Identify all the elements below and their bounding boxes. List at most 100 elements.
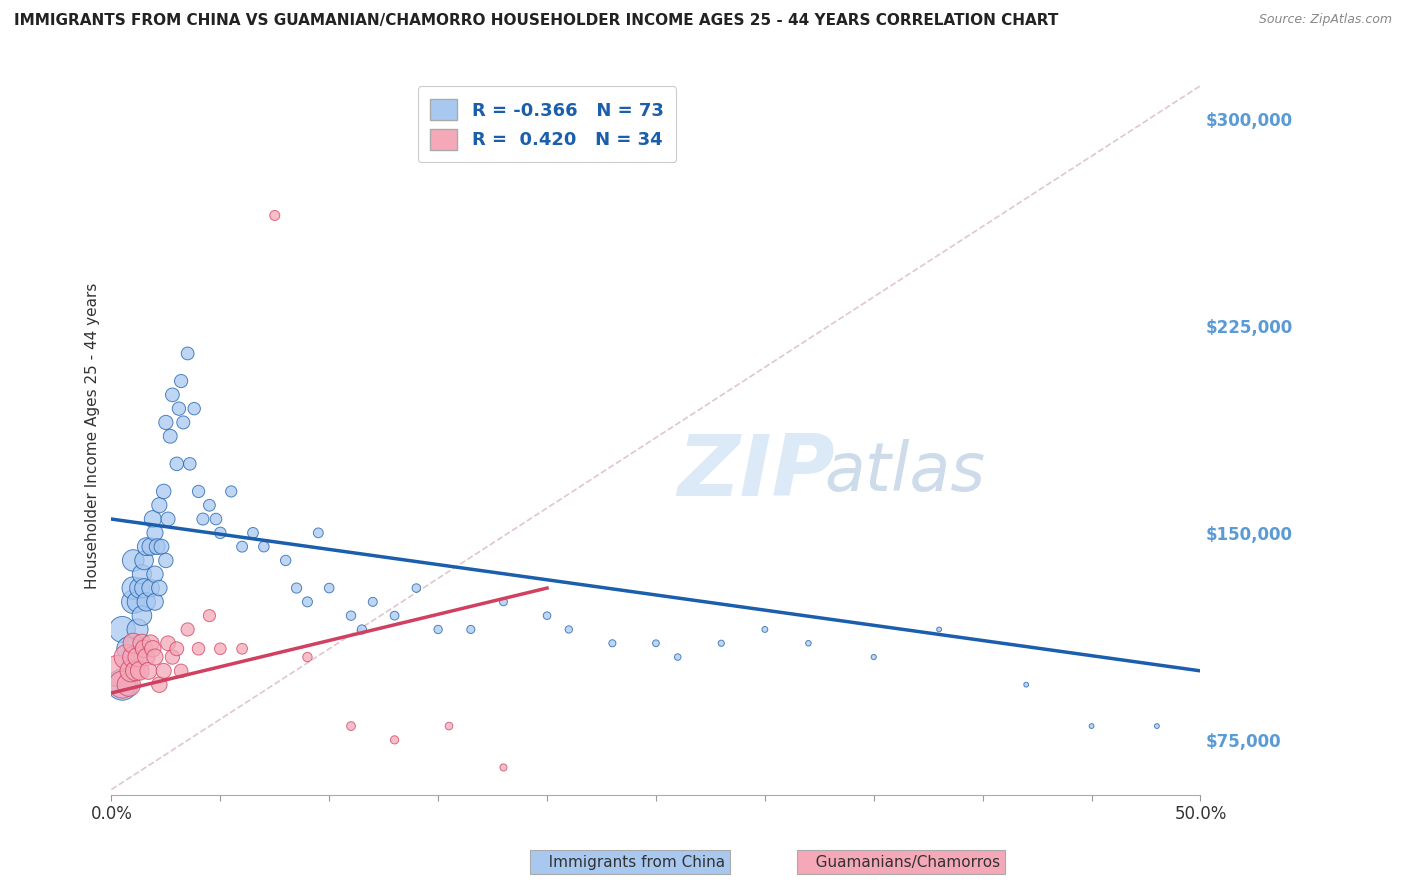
- Point: [1146, 719, 1168, 733]
- Point: [350, 623, 373, 637]
- Point: [146, 540, 169, 554]
- Y-axis label: Householder Income Ages 25 - 44 years: Householder Income Ages 25 - 44 years: [86, 283, 100, 590]
- Point: [285, 581, 308, 595]
- Point: [142, 641, 165, 656]
- Point: [128, 581, 150, 595]
- Point: [157, 512, 180, 526]
- Point: [183, 401, 205, 416]
- Point: [437, 719, 460, 733]
- Point: [127, 595, 149, 609]
- Point: [148, 498, 170, 512]
- Point: [645, 636, 668, 650]
- Text: atlas: atlas: [825, 439, 986, 505]
- Point: [143, 650, 166, 665]
- Point: [340, 608, 363, 623]
- Point: [209, 641, 232, 656]
- Point: [122, 636, 145, 650]
- Point: [1015, 678, 1038, 692]
- Point: [492, 595, 515, 609]
- Point: [111, 678, 134, 692]
- Point: [297, 595, 319, 609]
- Point: [118, 641, 141, 656]
- Point: [242, 525, 264, 540]
- Point: [131, 636, 153, 650]
- Point: [111, 678, 134, 692]
- Point: [135, 595, 157, 609]
- Point: [1080, 719, 1102, 733]
- Point: [172, 416, 194, 430]
- Point: [253, 540, 276, 554]
- Point: [198, 498, 221, 512]
- Point: [361, 595, 384, 609]
- Point: [179, 457, 201, 471]
- Point: [127, 650, 149, 665]
- Point: [191, 512, 214, 526]
- Point: [162, 388, 184, 402]
- Point: [132, 641, 155, 656]
- Point: [143, 567, 166, 582]
- Point: [205, 512, 228, 526]
- Point: [150, 540, 173, 554]
- Text: ZIP: ZIP: [678, 431, 835, 514]
- Text: Source: ZipAtlas.com: Source: ZipAtlas.com: [1258, 13, 1392, 27]
- Point: [139, 636, 162, 650]
- Point: [274, 553, 297, 567]
- Point: [198, 608, 221, 623]
- Point: [115, 650, 138, 665]
- Point: [143, 525, 166, 540]
- Text: Guamanians/Chamorros: Guamanians/Chamorros: [801, 855, 1001, 870]
- Text: Immigrants from China: Immigrants from China: [534, 855, 725, 870]
- Point: [754, 623, 776, 637]
- Text: IMMIGRANTS FROM CHINA VS GUAMANIAN/CHAMORRO HOUSEHOLDER INCOME AGES 25 - 44 YEAR: IMMIGRANTS FROM CHINA VS GUAMANIAN/CHAMO…: [14, 13, 1059, 29]
- Point: [797, 636, 820, 650]
- Point: [148, 581, 170, 595]
- Point: [340, 719, 363, 733]
- Point: [142, 512, 165, 526]
- Point: [131, 567, 153, 582]
- Point: [405, 581, 427, 595]
- Point: [135, 650, 157, 665]
- Point: [558, 623, 581, 637]
- Point: [166, 457, 188, 471]
- Point: [132, 553, 155, 567]
- Point: [128, 664, 150, 678]
- Point: [928, 623, 950, 637]
- Point: [131, 608, 153, 623]
- Point: [155, 416, 177, 430]
- Point: [176, 346, 198, 360]
- Point: [139, 540, 162, 554]
- Point: [155, 553, 177, 567]
- Point: [148, 678, 170, 692]
- Point: [862, 650, 884, 665]
- Point: [122, 553, 145, 567]
- Point: [135, 540, 157, 554]
- Point: [124, 664, 146, 678]
- Point: [307, 525, 329, 540]
- Point: [427, 623, 450, 637]
- Point: [602, 636, 624, 650]
- Point: [460, 623, 482, 637]
- Point: [170, 664, 193, 678]
- Point: [384, 608, 406, 623]
- Point: [536, 608, 558, 623]
- Point: [132, 581, 155, 595]
- Point: [297, 650, 319, 665]
- Point: [107, 664, 129, 678]
- Point: [152, 664, 174, 678]
- Point: [231, 641, 253, 656]
- Point: [122, 595, 145, 609]
- Legend: R = -0.366   N = 73, R =  0.420   N = 34: R = -0.366 N = 73, R = 0.420 N = 34: [418, 87, 676, 162]
- Point: [219, 484, 242, 499]
- Point: [167, 401, 190, 416]
- Point: [118, 678, 141, 692]
- Point: [120, 664, 142, 678]
- Point: [127, 623, 149, 637]
- Point: [187, 484, 209, 499]
- Point: [152, 484, 174, 499]
- Point: [122, 581, 145, 595]
- Point: [157, 636, 180, 650]
- Point: [209, 525, 232, 540]
- Point: [159, 429, 181, 443]
- Point: [138, 664, 160, 678]
- Point: [318, 581, 340, 595]
